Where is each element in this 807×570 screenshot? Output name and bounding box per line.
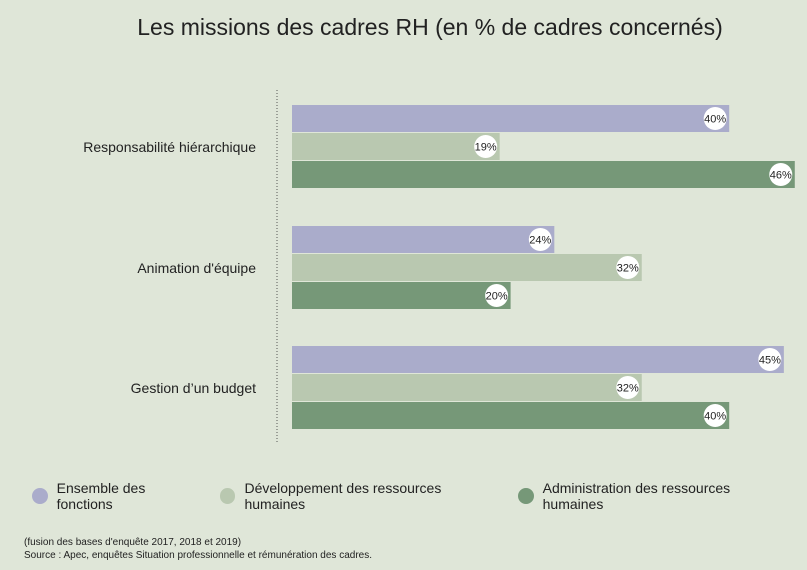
bar-1-2 xyxy=(292,282,511,309)
data-label-1-1: 32% xyxy=(617,263,639,275)
legend: Ensemble des fonctions Développement des… xyxy=(32,480,807,512)
data-label-bg-2-1 xyxy=(616,376,640,399)
data-label-bg-2-2 xyxy=(703,404,727,427)
data-label-bg-1-1 xyxy=(616,256,640,279)
data-label-0-2: 46% xyxy=(770,170,792,182)
category-label-2: Gestion d’un budget xyxy=(131,380,256,396)
category-label-1: Animation d'équipe xyxy=(137,260,256,276)
legend-label-ensemble: Ensemble des fonctions xyxy=(56,480,146,512)
legend-label-developpement: Développement des ressources humaines xyxy=(244,480,442,512)
footnote-bases: (fusion des bases d'enquête 2017, 2018 e… xyxy=(24,537,242,548)
data-label-bg-0-1 xyxy=(474,135,498,158)
data-label-bg-0-2 xyxy=(769,163,793,186)
data-label-0-1: 19% xyxy=(475,142,497,154)
data-label-0-0: 40% xyxy=(704,114,726,126)
legend-swatch-ensemble xyxy=(32,488,48,504)
data-label-2-2: 40% xyxy=(704,411,726,423)
data-label-bg-0-0 xyxy=(703,107,727,130)
bar-chart: Responsabilité hiérarchique 40% 19% 46% Anim… xyxy=(83,90,795,442)
bar-0-1 xyxy=(292,133,500,160)
data-label-2-1: 32% xyxy=(617,383,639,395)
category-label-0: Responsabilité hiérarchique xyxy=(83,139,256,155)
legend-item-ensemble: Ensemble des fonctions xyxy=(32,480,202,512)
data-label-2-0: 45% xyxy=(759,355,781,367)
chart-title: Les missions des cadres RH (en % de cadr… xyxy=(137,14,723,40)
bar-0-0 xyxy=(292,105,730,132)
legend-swatch-administration xyxy=(517,488,534,504)
legend-item-administration: Administration des ressources humaines xyxy=(517,480,789,512)
data-label-1-0: 24% xyxy=(529,235,551,247)
bar-0-2 xyxy=(292,161,795,188)
bar-2-2 xyxy=(292,402,730,429)
bar-1-0 xyxy=(292,226,555,253)
bar-2-1 xyxy=(292,374,642,401)
legend-item-developpement: Développement des ressources humaines xyxy=(219,480,500,512)
bar-1-1 xyxy=(292,254,642,281)
footnote-source: Source : Apec, enquêtes Situation profes… xyxy=(24,550,372,561)
data-label-bg-1-2 xyxy=(485,284,509,307)
bar-2-0 xyxy=(292,346,784,373)
data-label-1-2: 20% xyxy=(486,291,508,303)
legend-swatch-developpement xyxy=(219,488,236,504)
legend-label-administration: Administration des ressources humaines xyxy=(542,480,731,512)
data-label-bg-1-0 xyxy=(528,228,552,251)
data-label-bg-2-0 xyxy=(758,348,782,371)
